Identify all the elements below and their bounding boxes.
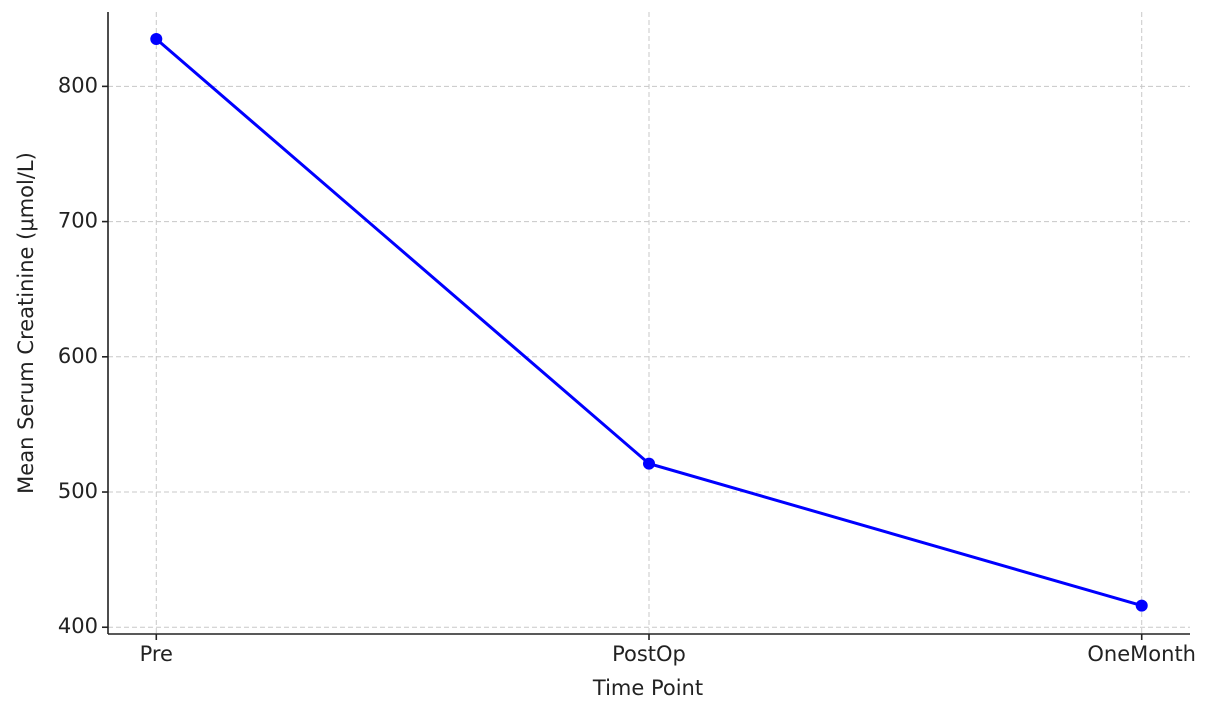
y-tick-label: 800 xyxy=(58,73,98,97)
y-tick-label: 500 xyxy=(58,479,98,503)
y-axis-label: Mean Serum Creatinine (μmol/L) xyxy=(14,152,38,494)
x-tick-label: OneMonth xyxy=(1087,642,1196,666)
y-tick-label: 400 xyxy=(58,614,98,638)
y-tick-label: 700 xyxy=(58,209,98,233)
x-axis-label: Time Point xyxy=(592,676,703,700)
data-point xyxy=(643,457,655,470)
y-tick-label: 600 xyxy=(58,344,98,368)
data-point xyxy=(150,33,163,46)
x-tick-label: Pre xyxy=(140,642,173,666)
x-tick-label: PostOp xyxy=(612,642,686,666)
data-point xyxy=(1135,599,1148,612)
